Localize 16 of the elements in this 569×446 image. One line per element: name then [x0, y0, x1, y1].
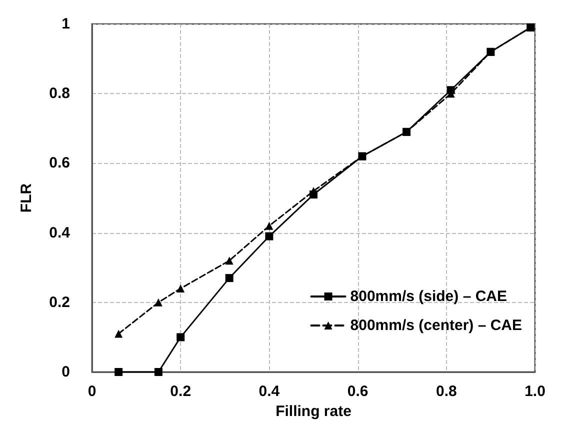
x-tick-label: 0	[88, 383, 96, 400]
x-tick-label: 0.8	[436, 383, 457, 400]
y-tick-label: 0.4	[49, 224, 71, 242]
x-tick-label: 0.2	[170, 383, 192, 400]
x-tick-label: 0.6	[347, 383, 368, 400]
y-axis-title: FLR	[18, 183, 35, 213]
y-tick-label: 0.2	[49, 294, 70, 311]
legend-label: 800mm/s (side) – CAE	[350, 288, 507, 305]
y-tick-label: 0.6	[49, 154, 70, 172]
x-tick-label: 0.4	[258, 383, 280, 400]
y-tick-label: 0	[62, 364, 70, 380]
x-axis-title: Filling rate	[276, 402, 352, 420]
legend-label: 800mm/s (center) – CAE	[350, 317, 522, 334]
y-tick-label: 1	[62, 16, 70, 32]
x-tick-label: 1.0	[524, 383, 546, 400]
y-tick-label: 0.8	[49, 85, 70, 102]
